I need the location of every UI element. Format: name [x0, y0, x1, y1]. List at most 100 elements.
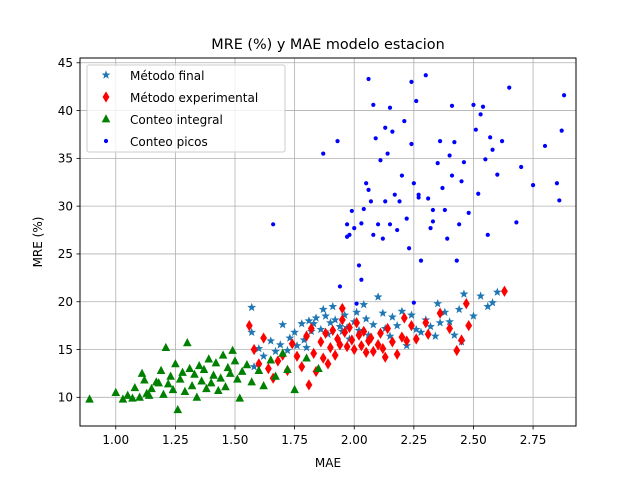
data-point: [206, 378, 216, 387]
x-tick-label: 1.00: [102, 433, 129, 447]
data-point: [326, 342, 334, 354]
data-point: [411, 181, 416, 186]
data-point: [318, 304, 328, 314]
data-point: [221, 382, 230, 391]
data-point: [341, 326, 349, 338]
data-point: [225, 368, 235, 377]
data-point: [559, 128, 564, 133]
plot-frame: [79, 57, 577, 427]
y-tick-label: 20: [58, 295, 73, 309]
data-point: [436, 307, 444, 319]
data-point: [495, 172, 500, 177]
data-point: [490, 147, 495, 152]
data-point: [360, 325, 368, 337]
data-point: [111, 387, 121, 396]
data-point: [209, 370, 218, 379]
data-point: [424, 328, 432, 340]
data-point: [375, 222, 381, 227]
data-point: [465, 320, 473, 332]
data-point: [473, 127, 478, 132]
data-point: [430, 207, 436, 213]
data-point: [202, 383, 211, 393]
data-point: [453, 344, 461, 357]
data-point: [144, 390, 154, 399]
data-point: [316, 324, 326, 334]
data-point: [411, 300, 416, 305]
x-tick-label: 2.25: [400, 433, 427, 447]
data-point: [359, 277, 364, 282]
data-point: [440, 307, 450, 316]
data-point: [290, 327, 299, 337]
data-point: [190, 369, 199, 378]
legend-box: [86, 64, 286, 153]
data-point: [140, 375, 149, 384]
data-point: [283, 345, 292, 355]
data-point: [247, 302, 257, 312]
data-point: [266, 336, 276, 345]
data-point: [303, 330, 310, 342]
y-tick-label: 25: [58, 247, 73, 261]
y-tick-label: 45: [58, 56, 73, 70]
data-point: [530, 183, 536, 188]
data-point: [557, 198, 562, 203]
data-point: [354, 301, 359, 306]
data-point: [449, 173, 455, 178]
data-point: [361, 314, 371, 323]
data-point: [399, 173, 405, 178]
data-point: [216, 373, 225, 382]
data-point: [379, 342, 387, 355]
data-point: [423, 73, 428, 78]
y-tick-label: 15: [58, 343, 73, 357]
y-axis-label: MRE (%): [31, 217, 45, 268]
data-point: [416, 327, 426, 337]
data-point: [335, 139, 340, 144]
data-point: [271, 222, 276, 227]
data-point: [259, 381, 268, 390]
data-point: [433, 299, 443, 308]
legend-marker-dot: [103, 138, 109, 144]
data-point: [309, 319, 319, 328]
data-point: [469, 311, 478, 320]
data-point: [322, 327, 330, 339]
data-point: [228, 345, 237, 354]
data-point: [387, 105, 393, 110]
data-point: [430, 219, 436, 224]
data-point: [299, 335, 309, 344]
data-point: [335, 321, 345, 331]
data-point: [459, 289, 469, 298]
data-point: [338, 302, 346, 315]
data-point: [349, 208, 354, 214]
data-point: [254, 343, 264, 353]
data-point: [123, 390, 132, 399]
data-point: [542, 143, 548, 149]
data-point: [402, 118, 407, 124]
legend-marker-star: [101, 70, 111, 79]
data-point: [283, 364, 292, 374]
data-point: [445, 236, 450, 241]
data-point: [278, 348, 287, 357]
data-point: [305, 379, 313, 391]
data-point: [378, 158, 383, 163]
data-point: [426, 321, 435, 331]
chart-title: MRE (%) y MAE modelo estacion: [211, 37, 444, 53]
data-point: [471, 102, 476, 107]
data-point: [368, 320, 378, 329]
data-point: [353, 317, 361, 329]
data-point: [554, 181, 560, 186]
data-point: [260, 332, 268, 344]
data-point: [290, 384, 299, 394]
data-point: [230, 356, 240, 365]
data-point: [271, 346, 280, 356]
legend-marker-triangle: [101, 114, 111, 123]
data-point: [355, 329, 363, 341]
data-point: [408, 320, 415, 332]
y-tick-label: 40: [58, 104, 73, 118]
data-point: [302, 353, 311, 362]
data-point: [235, 393, 245, 402]
data-point: [501, 285, 508, 297]
data-point: [359, 221, 364, 226]
data-point: [384, 322, 392, 335]
data-point: [459, 179, 464, 184]
data-point: [373, 292, 383, 301]
data-point: [187, 381, 197, 390]
